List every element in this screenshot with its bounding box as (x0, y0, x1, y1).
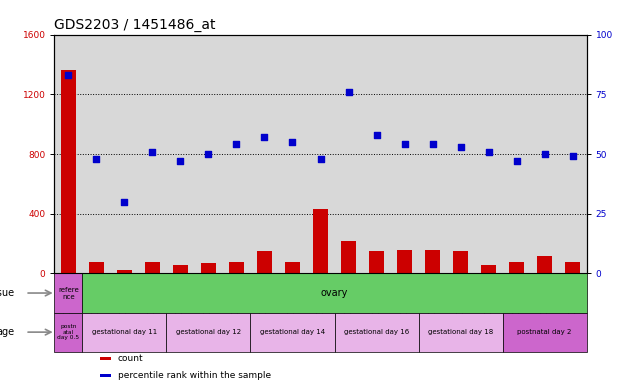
Bar (397, 250, 412, 273)
Text: GDS2203 / 1451486_at: GDS2203 / 1451486_at (54, 18, 216, 32)
Point (231, 141, 242, 147)
Point (92, 156, 102, 162)
Bar (251, 313, 335, 352)
Bar (100, 374, 112, 377)
Text: count: count (118, 354, 144, 363)
Bar (509, 262, 524, 273)
Point (512, 158, 522, 164)
Text: gestational day 14: gestational day 14 (260, 329, 325, 335)
Point (455, 144, 465, 150)
Text: age: age (0, 327, 15, 337)
Text: postnatal day 2: postnatal day 2 (517, 329, 572, 335)
Point (483, 149, 494, 155)
Point (147, 149, 158, 155)
Point (344, 89, 354, 95)
Bar (54, 273, 83, 313)
Bar (503, 313, 587, 352)
Bar (369, 251, 384, 273)
Bar (341, 241, 356, 273)
Bar (537, 256, 552, 273)
Bar (54, 313, 83, 352)
Text: tissue: tissue (0, 288, 15, 298)
Point (539, 151, 549, 157)
Bar (481, 265, 496, 273)
Bar (173, 265, 188, 273)
Bar (83, 313, 167, 352)
Point (119, 199, 129, 205)
Point (287, 139, 297, 145)
Text: gestational day 16: gestational day 16 (344, 329, 409, 335)
Bar (117, 270, 132, 273)
Text: gestational day 11: gestational day 11 (92, 329, 157, 335)
Text: gestational day 12: gestational day 12 (176, 329, 241, 335)
Text: percentile rank within the sample: percentile rank within the sample (118, 371, 271, 380)
Bar (229, 262, 244, 273)
Bar (201, 263, 216, 273)
Bar (419, 313, 503, 352)
Point (428, 141, 438, 147)
Bar (100, 356, 112, 360)
Point (260, 134, 270, 141)
Bar (285, 262, 300, 273)
Bar (89, 262, 104, 273)
Point (176, 158, 186, 164)
Bar (335, 313, 419, 352)
Point (203, 151, 213, 157)
Text: postn
atal
day 0.5: postn atal day 0.5 (58, 324, 79, 341)
Point (63, 72, 74, 78)
Bar (167, 313, 251, 352)
Point (371, 132, 381, 138)
Point (567, 153, 578, 159)
Text: refere
nce: refere nce (58, 286, 79, 300)
Bar (257, 251, 272, 273)
Bar (313, 209, 328, 273)
Text: ovary: ovary (320, 288, 348, 298)
Bar (61, 70, 76, 273)
Bar (565, 262, 580, 273)
Point (315, 156, 326, 162)
Point (399, 141, 410, 147)
Bar (425, 250, 440, 273)
Text: gestational day 18: gestational day 18 (428, 329, 493, 335)
Bar (145, 262, 160, 273)
Bar (453, 251, 468, 273)
